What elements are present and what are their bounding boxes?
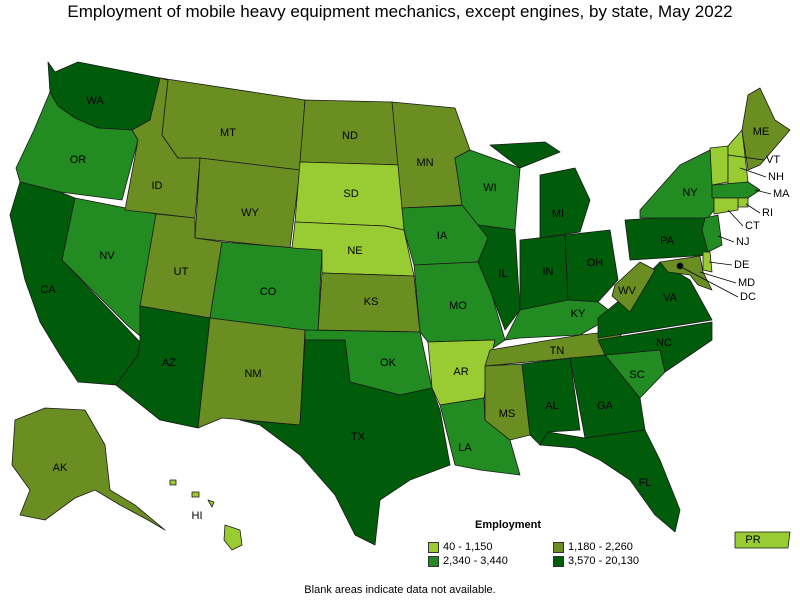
state-wv[interactable]	[611, 261, 656, 313]
state-hi[interactable]	[169, 479, 243, 551]
legend: Employment 40 - 1,150 1,180 - 2,260 2,34…	[428, 519, 688, 567]
legend-swatch-bin-1	[428, 541, 439, 553]
state-ak[interactable]	[11, 407, 166, 531]
state-label-md: MD	[738, 277, 755, 289]
state-nj[interactable]	[701, 214, 723, 253]
state-label-ma: MA	[773, 188, 790, 200]
footnote: Blank areas indicate data not available.	[304, 584, 496, 596]
legend-swatch-bin-2	[553, 541, 564, 553]
state-ms[interactable]	[484, 363, 531, 441]
leader-line-de	[708, 261, 733, 266]
state-label-ct: CT	[745, 220, 760, 232]
state-la[interactable]	[439, 397, 521, 476]
state-mt[interactable]	[159, 77, 306, 171]
state-ct[interactable]	[713, 197, 739, 215]
state-label-dc: DC	[740, 291, 756, 303]
state-co[interactable]	[209, 241, 323, 333]
state-pa[interactable]	[624, 214, 711, 261]
leader-line-dc	[682, 267, 739, 298]
legend-swatch-bin-4	[553, 555, 564, 567]
state-or[interactable]	[15, 91, 139, 201]
legend-item-bin-2: 1,180 - 2,260	[553, 541, 678, 553]
state-mi[interactable]	[489, 141, 591, 239]
state-vt[interactable]	[709, 145, 729, 186]
state-label-ri: RI	[762, 207, 773, 219]
leader-line-md	[699, 271, 737, 284]
state-nm[interactable]	[197, 317, 306, 429]
leader-line-vt	[727, 154, 765, 161]
state-sd[interactable]	[294, 161, 405, 231]
state-ks[interactable]	[317, 272, 421, 333]
state-label-nj: NJ	[736, 236, 749, 248]
legend-label-bin-2: 1,180 - 2,260	[568, 541, 633, 553]
state-ma[interactable]	[711, 181, 761, 199]
state-label-de: DE	[734, 259, 749, 271]
legend-item-bin-1: 40 - 1,150	[428, 541, 553, 553]
leader-line-nh	[739, 167, 767, 178]
state-il[interactable]	[477, 224, 521, 331]
state-in[interactable]	[519, 234, 569, 313]
legend-label-bin-4: 3,570 - 20,130	[568, 555, 639, 567]
state-tx[interactable]	[239, 339, 451, 546]
state-al[interactable]	[521, 357, 581, 446]
state-mn[interactable]	[391, 101, 471, 209]
state-ky[interactable]	[504, 299, 616, 341]
legend-item-bin-4: 3,570 - 20,130	[553, 555, 678, 567]
state-oh[interactable]	[564, 229, 619, 303]
legend-swatch-bin-3	[428, 555, 439, 567]
state-wy[interactable]	[194, 157, 301, 249]
state-ri[interactable]	[737, 197, 749, 208]
state-de[interactable]	[702, 251, 713, 273]
state-nd[interactable]	[299, 99, 403, 166]
state-ga[interactable]	[569, 354, 646, 439]
leader-line-nj	[717, 235, 735, 243]
legend-label-bin-3: 2,340 - 3,440	[443, 555, 508, 567]
legend-item-bin-3: 2,340 - 3,440	[428, 555, 553, 567]
map-title: Employment of mobile heavy equipment mec…	[67, 2, 733, 21]
state-md[interactable]	[659, 255, 713, 291]
leader-line-ct	[727, 209, 744, 227]
state-label-nh: NH	[768, 171, 784, 183]
state-fl[interactable]	[539, 429, 681, 533]
legend-title: Employment	[474, 519, 541, 531]
state-pr[interactable]	[734, 531, 791, 549]
leader-line-ri	[745, 203, 761, 214]
state-me[interactable]	[741, 87, 791, 171]
state-label-hi: HI	[192, 510, 203, 522]
state-ny[interactable]	[639, 149, 719, 219]
state-dc[interactable]	[676, 262, 684, 270]
state-nc[interactable]	[597, 321, 713, 373]
leader-line-ma	[754, 189, 772, 195]
legend-label-bin-1: 40 - 1,150	[443, 541, 493, 553]
